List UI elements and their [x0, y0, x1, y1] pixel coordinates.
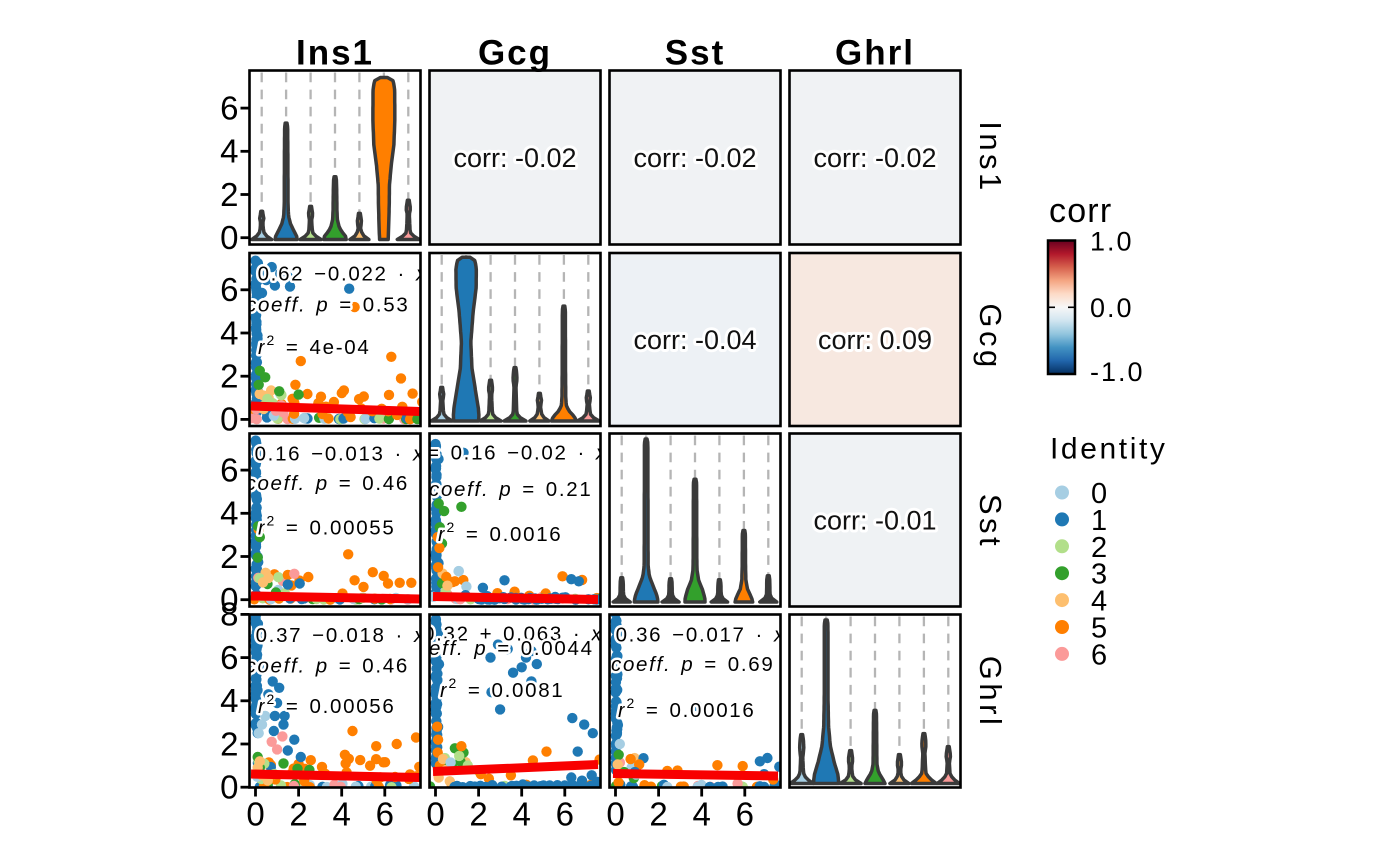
svg-text:r2​ = 0.0016: r2​ = 0.0016 [438, 519, 562, 546]
svg-text:0: 0 [606, 796, 624, 833]
svg-text:corr: -0.02: corr: -0.02 [633, 143, 756, 173]
svg-text:= 0.16 −0.013 · x: = 0.16 −0.013 · x [231, 443, 425, 466]
svg-text:0: 0 [426, 796, 444, 833]
svg-text:r2​ = 0.0081: r2​ = 0.0081 [440, 675, 564, 702]
svg-text:r2​ = 0.00055: r2​ = 0.00055 [258, 513, 396, 540]
svg-text:2: 2 [220, 176, 238, 213]
svg-text:2: 2 [1091, 532, 1107, 564]
svg-text:4: 4 [1091, 586, 1107, 618]
svg-text:0: 0 [220, 769, 238, 806]
svg-text:coeff. p = 0.53: coeff. p = 0.53 [246, 294, 410, 317]
svg-text:2: 2 [220, 538, 238, 575]
svg-text:coeff. p = 0.0044: coeff. p = 0.0044 [404, 637, 594, 660]
svg-text:4: 4 [693, 796, 711, 833]
svg-text:Ghrl: Ghrl [835, 34, 915, 73]
svg-text:6: 6 [220, 639, 238, 676]
svg-text:4: 4 [513, 796, 531, 833]
svg-text:6: 6 [220, 271, 238, 308]
svg-text:= 0.37 −0.018 · x: = 0.37 −0.018 · x [232, 624, 426, 647]
svg-text:Ins1: Ins1 [296, 34, 374, 73]
svg-text:6: 6 [220, 451, 238, 488]
svg-text:1: 1 [1091, 505, 1107, 537]
svg-text:6: 6 [376, 796, 394, 833]
svg-text:2: 2 [469, 796, 487, 833]
svg-text:6: 6 [1091, 639, 1107, 671]
svg-text:4: 4 [220, 314, 238, 351]
svg-text:Ghrl: Ghrl [973, 656, 1008, 729]
svg-text:Sst: Sst [665, 34, 725, 73]
svg-text:Sst: Sst [973, 494, 1008, 549]
svg-text:6: 6 [736, 796, 754, 833]
svg-text:0: 0 [246, 796, 264, 833]
svg-text:coeff. p = 0.69: coeff. p = 0.69 [611, 653, 775, 676]
svg-text:coeff. p = 0.46: coeff. p = 0.46 [246, 472, 410, 495]
svg-text:0: 0 [1091, 478, 1107, 510]
svg-text:= 0.62 −0.022 · x: = 0.62 −0.022 · x [234, 262, 428, 285]
svg-text:1.0: 1.0 [1090, 227, 1134, 257]
svg-text:2: 2 [649, 796, 667, 833]
svg-text:0: 0 [220, 401, 238, 438]
svg-text:Identity: Identity [1050, 433, 1168, 466]
svg-text:corr: corr [1049, 192, 1112, 230]
svg-text:0.32 + 0.063 · x: 0.32 + 0.063 · x [423, 623, 603, 646]
svg-text:r2​ = 4e-04: r2​ = 4e-04 [258, 332, 370, 359]
svg-text:Gcg: Gcg [478, 34, 552, 73]
svg-text:4: 4 [220, 495, 238, 532]
svg-text:corr: -0.02: corr: -0.02 [453, 143, 576, 173]
svg-text:2: 2 [289, 796, 307, 833]
svg-text:corr: -0.01: corr: -0.01 [813, 506, 936, 536]
svg-text:5: 5 [1091, 613, 1107, 645]
svg-text:2: 2 [220, 358, 238, 395]
svg-text:corr: -0.02: corr: -0.02 [813, 143, 936, 173]
svg-text:r2​ = 0.00016: r2​ = 0.00016 [618, 695, 756, 722]
svg-text:-1.0: -1.0 [1090, 357, 1145, 387]
svg-text:6: 6 [220, 89, 238, 126]
svg-text:r2​ = 0.00056: r2​ = 0.00056 [258, 691, 396, 718]
svg-text:coeff. p = 0.46: coeff. p = 0.46 [246, 655, 410, 678]
svg-text:Ins1: Ins1 [973, 121, 1008, 194]
svg-text:6: 6 [556, 796, 574, 833]
svg-text:2: 2 [220, 725, 238, 762]
svg-text:corr: -0.04: corr: -0.04 [633, 325, 756, 355]
svg-text:= 0.16 −0.02 · x: = 0.16 −0.02 · x [427, 442, 608, 465]
svg-text:3: 3 [1091, 559, 1107, 591]
svg-text:4: 4 [220, 133, 238, 170]
svg-text:Gcg: Gcg [973, 303, 1008, 370]
svg-text:corr: 0.09: corr: 0.09 [818, 325, 932, 355]
svg-text:0: 0 [220, 581, 238, 618]
svg-text:= 0.36 −0.017 · x: = 0.36 −0.017 · x [592, 624, 786, 647]
svg-text:8: 8 [220, 596, 238, 633]
svg-text:0.0: 0.0 [1090, 293, 1134, 323]
svg-text:4: 4 [220, 682, 238, 719]
svg-text:0: 0 [220, 219, 238, 256]
svg-text:4: 4 [333, 796, 351, 833]
svg-text:coeff. p = 0.21: coeff. p = 0.21 [429, 478, 593, 501]
